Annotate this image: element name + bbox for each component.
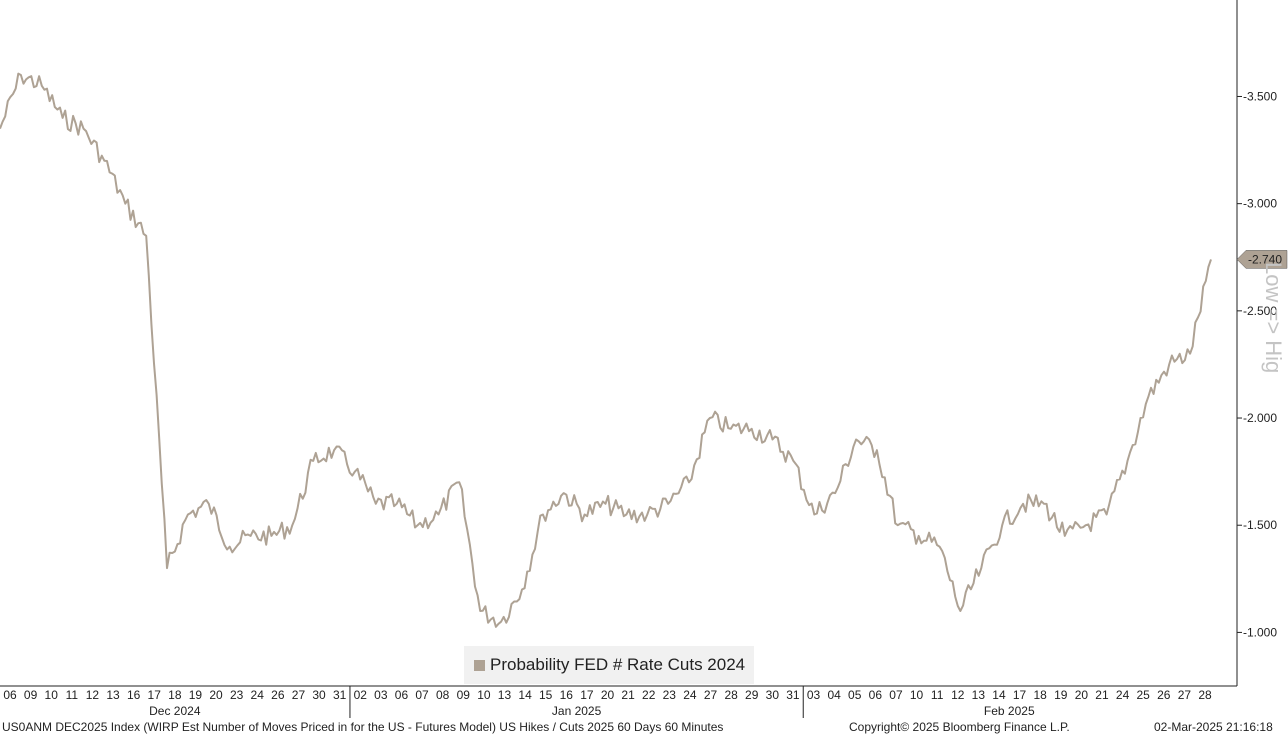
x-tick-label: 24 — [683, 688, 697, 702]
legend-swatch — [474, 659, 485, 671]
x-month-label: Feb 2025 — [984, 704, 1035, 718]
x-tick-label: 16 — [127, 688, 141, 702]
x-tick-label: 28 — [724, 688, 738, 702]
x-tick-label: 21 — [1095, 688, 1109, 702]
x-tick-label: 24 — [1116, 688, 1130, 702]
y-tick-label: -3.500 — [1243, 89, 1277, 103]
x-tick-label: 21 — [621, 688, 635, 702]
x-tick-label: 31 — [333, 688, 347, 702]
x-tick-label: 13 — [106, 688, 120, 702]
x-tick-label: 27 — [292, 688, 306, 702]
x-tick-label: 04 — [827, 688, 841, 702]
x-tick-label: 12 — [951, 688, 965, 702]
x-tick-label: 28 — [1198, 688, 1212, 702]
x-tick-label: 11 — [931, 688, 944, 702]
y-axis-title: Low => Hig — [1261, 262, 1286, 374]
footer-index-description: US0ANM DEC2025 Index (WIRP Est Number of… — [2, 720, 724, 734]
y-tick-label: -3.000 — [1243, 197, 1277, 211]
y-axis: -3.500 -3.000 -2.500 -2.000 -1.500 -1.000 — [1237, 89, 1277, 639]
x-tick-label: 25 — [1137, 688, 1151, 702]
x-tick-label: 19 — [1054, 688, 1068, 702]
legend: Probability FED # Rate Cuts 2024 — [464, 646, 755, 684]
x-tick-label: 26 — [1157, 688, 1171, 702]
x-tick-label: 27 — [1178, 688, 1192, 702]
x-tick-label: 03 — [807, 688, 821, 702]
series-layer — [0, 72, 1212, 628]
x-tick-label: 30 — [766, 688, 780, 702]
x-tick-label: 07 — [415, 688, 429, 702]
y-tick-label: -1.500 — [1243, 518, 1277, 532]
x-tick-label: 17 — [580, 688, 594, 702]
x-tick-label: 02 — [354, 688, 368, 702]
x-tick-label: 29 — [745, 688, 759, 702]
x-tick-label: 13 — [498, 688, 512, 702]
x-tick-label: 12 — [86, 688, 100, 702]
x-tick-label: 15 — [539, 688, 553, 702]
x-tick-label: 05 — [848, 688, 862, 702]
x-tick-label: 24 — [251, 688, 265, 702]
y-tick-label: -1.000 — [1243, 625, 1277, 639]
x-tick-label: 06 — [869, 688, 883, 702]
x-tick-label: 18 — [168, 688, 182, 702]
last-value-badge — [1236, 250, 1288, 269]
x-tick-label: 22 — [642, 688, 656, 702]
x-tick-label: 30 — [312, 688, 326, 702]
footer-timestamp: 02-Mar-2025 21:16:18 — [1154, 720, 1273, 734]
last-value-marker: -2.740 — [1236, 250, 1288, 269]
x-tick-label: 16 — [560, 688, 574, 702]
x-tick-label: 03 — [374, 688, 388, 702]
x-tick-label: 26 — [271, 688, 285, 702]
x-tick-label: 17 — [1013, 688, 1027, 702]
x-tick-label: 08 — [436, 688, 450, 702]
last-value-label: -2.740 — [1248, 252, 1282, 266]
x-tick-label: 11 — [66, 688, 79, 702]
x-tick-label: 31 — [786, 688, 800, 702]
y-tick-label: -2.500 — [1243, 304, 1277, 318]
x-tick-label: 27 — [704, 688, 718, 702]
footer-copyright: Copyright© 2025 Bloomberg Finance L.P. — [849, 720, 1070, 734]
x-tick-label: 23 — [230, 688, 244, 702]
x-tick-label: 10 — [45, 688, 59, 702]
x-tick-label: 14 — [992, 688, 1006, 702]
x-tick-label: 13 — [972, 688, 986, 702]
x-tick-label: 09 — [457, 688, 471, 702]
x-month-label: Dec 2024 — [149, 704, 201, 718]
x-tick-label: 17 — [148, 688, 162, 702]
x-tick-label: 20 — [601, 688, 615, 702]
x-tick-label: 20 — [209, 688, 223, 702]
x-tick-label: 19 — [189, 688, 203, 702]
legend-label: Probability FED # Rate Cuts 2024 — [490, 655, 746, 674]
y-tick-label: -2.000 — [1243, 411, 1277, 425]
x-tick-label: 14 — [518, 688, 532, 702]
x-tick-label: 07 — [889, 688, 903, 702]
x-tick-label: 09 — [24, 688, 38, 702]
x-tick-label: 06 — [395, 688, 409, 702]
plot-frame — [0, 0, 1238, 687]
x-tick-label: 18 — [1033, 688, 1047, 702]
x-axis: 06 09 10 11 12 13 16 17 18 19 20 23 24 26 27 30 31 02 03 06… — [3, 686, 1212, 718]
x-tick-label: 23 — [663, 688, 677, 702]
x-tick-label: 06 — [3, 688, 17, 702]
x-tick-label: 10 — [910, 688, 924, 702]
x-tick-label: 10 — [477, 688, 491, 702]
x-month-label: Jan 2025 — [552, 704, 602, 718]
x-tick-label: 20 — [1075, 688, 1089, 702]
series-line — [0, 72, 1212, 628]
